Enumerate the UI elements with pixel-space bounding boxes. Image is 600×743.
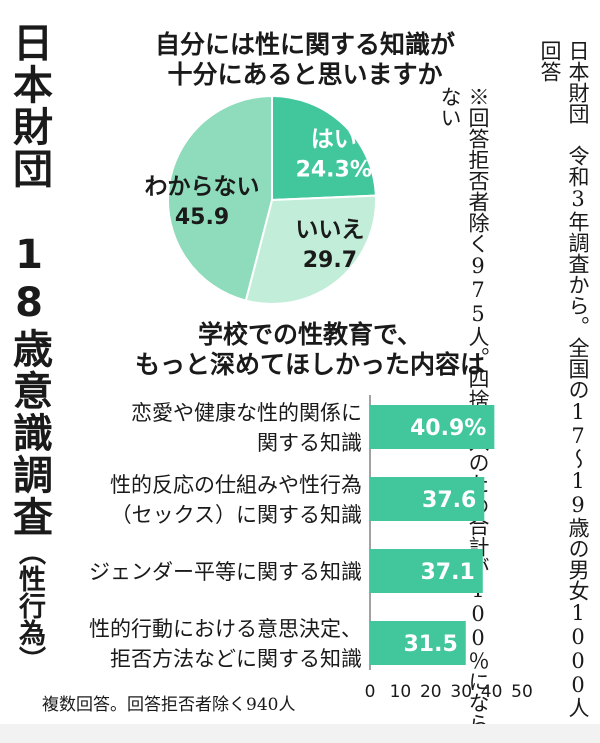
- bar-chart-title: 学校での性教育で、 もっと深めてほしかった内容は: [90, 320, 530, 380]
- bar-1: [370, 477, 485, 521]
- survey-title: 日本財団 18歳意識調査（性行為）: [6, 22, 52, 673]
- pie-value-1: 29.7: [303, 248, 357, 273]
- bar-0: [370, 405, 495, 449]
- bar-category-label-1: （セックス）に関する知識: [111, 503, 362, 527]
- pie-label-2: わからない: [145, 174, 260, 200]
- bar-value-label-0: 40.9%: [410, 416, 486, 441]
- x-tick-label-2: 20: [420, 682, 442, 702]
- x-tick-label-3: 30: [450, 682, 472, 702]
- pie-slice-2: [167, 94, 273, 302]
- x-tick-label-0: 0: [365, 682, 376, 702]
- title-line: 十分にあると思いますか: [167, 60, 443, 89]
- x-tick-label-1: 10: [390, 682, 412, 702]
- bar-category-label-0: 関する知識: [257, 431, 362, 455]
- source-note: 日本財団 令和3年調査から。全国の17〜19歳の男女1000人回答: [538, 40, 590, 718]
- x-tick-label-4: 40: [481, 682, 503, 702]
- bar-category-label-1: 性的反応の仕組みや性行為: [110, 473, 362, 497]
- bar-value-label-3: 31.5: [403, 632, 457, 657]
- title-line: 学校での性教育で、: [197, 320, 422, 349]
- pie-label-0: はい: [311, 126, 357, 152]
- pie-chart-title: 自分には性に関する知識が 十分にあると思いますか: [105, 30, 505, 90]
- pie-label-1: いいえ: [295, 217, 364, 243]
- bottom-band: [0, 724, 600, 743]
- bar-value-label-1: 37.6: [422, 488, 476, 513]
- bar-category-label-0: 恋愛や健康な性的関係に: [131, 401, 362, 425]
- pie-slice-1: [244, 194, 377, 305]
- x-tick-label-5: 50: [511, 682, 533, 702]
- survey-title-sub: （性行為）: [14, 538, 45, 673]
- title-line: もっと深めてほしかった内容は: [134, 350, 485, 379]
- survey-title-main: 日本財団 18歳意識調査: [6, 22, 52, 538]
- bar-3: [370, 621, 466, 665]
- bar-category-label-2: ジェンダー平等に関する知識: [89, 560, 362, 584]
- bar-2: [370, 549, 483, 593]
- footnote: 複数回答。回答拒否者除く940人: [42, 695, 296, 715]
- pie-value-0: 24.3%: [296, 157, 372, 182]
- bar-category-label-3: 性的行動における意思決定、: [89, 617, 362, 641]
- pie-slice-0: [271, 94, 377, 202]
- pie-value-2: 45.9: [175, 205, 229, 230]
- bar-category-label-3: 拒否方法などに関する知識: [110, 647, 362, 671]
- title-line: 自分には性に関する知識が: [154, 30, 455, 59]
- bar-value-label-2: 37.1: [421, 560, 475, 585]
